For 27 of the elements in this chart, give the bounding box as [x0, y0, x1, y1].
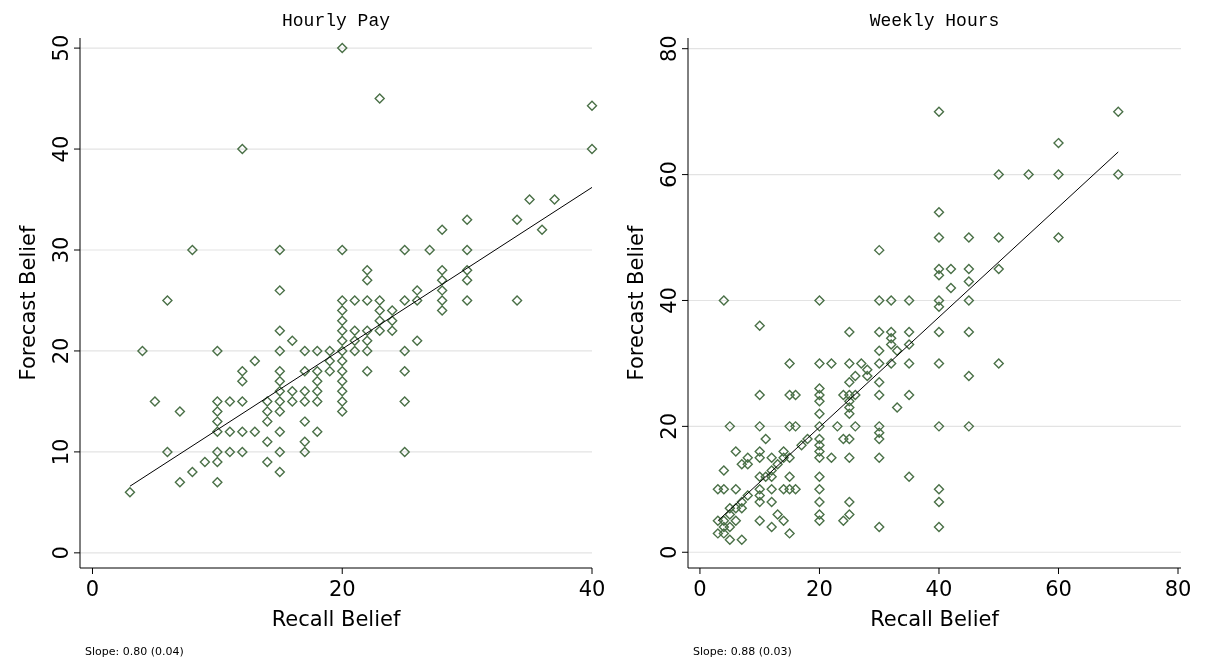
y-axis-title: Forecast Belief [624, 224, 648, 381]
y-tick-label: 20 [49, 337, 73, 365]
y-tick-label: 10 [49, 438, 73, 466]
x-tick-label: 60 [1045, 577, 1072, 601]
chart-title: Hourly Pay [281, 11, 391, 31]
y-tick-label: 20 [657, 413, 681, 440]
x-tick-label: 20 [806, 577, 833, 601]
y-tick-label: 30 [49, 236, 73, 264]
x-axis-title: Recall Belief [271, 607, 401, 631]
text: Slope: 0.88 (0.03) [693, 645, 792, 658]
y-tick-label: 40 [49, 135, 73, 163]
y-tick-label: 50 [49, 34, 73, 62]
x-tick-label: 0 [85, 577, 100, 601]
y-tick-label: 0 [49, 546, 73, 560]
chart-title: Weekly Hours [869, 11, 1000, 31]
y-tick-label: 80 [657, 35, 681, 63]
y-axis-title: Forecast Belief [16, 224, 40, 381]
x-tick-label: 40 [578, 577, 606, 601]
x-tick-label: 40 [925, 577, 953, 601]
x-tick-label: 20 [328, 577, 356, 601]
y-tick-label: 60 [657, 161, 681, 188]
x-tick-label: 0 [693, 577, 707, 601]
text: Slope: 0.80 (0.04) [85, 645, 184, 658]
y-tick-label: 40 [657, 287, 681, 314]
x-tick-label: 80 [1164, 577, 1192, 601]
y-tick-label: 0 [657, 545, 681, 559]
x-axis-title: Recall Belief [870, 607, 1000, 631]
